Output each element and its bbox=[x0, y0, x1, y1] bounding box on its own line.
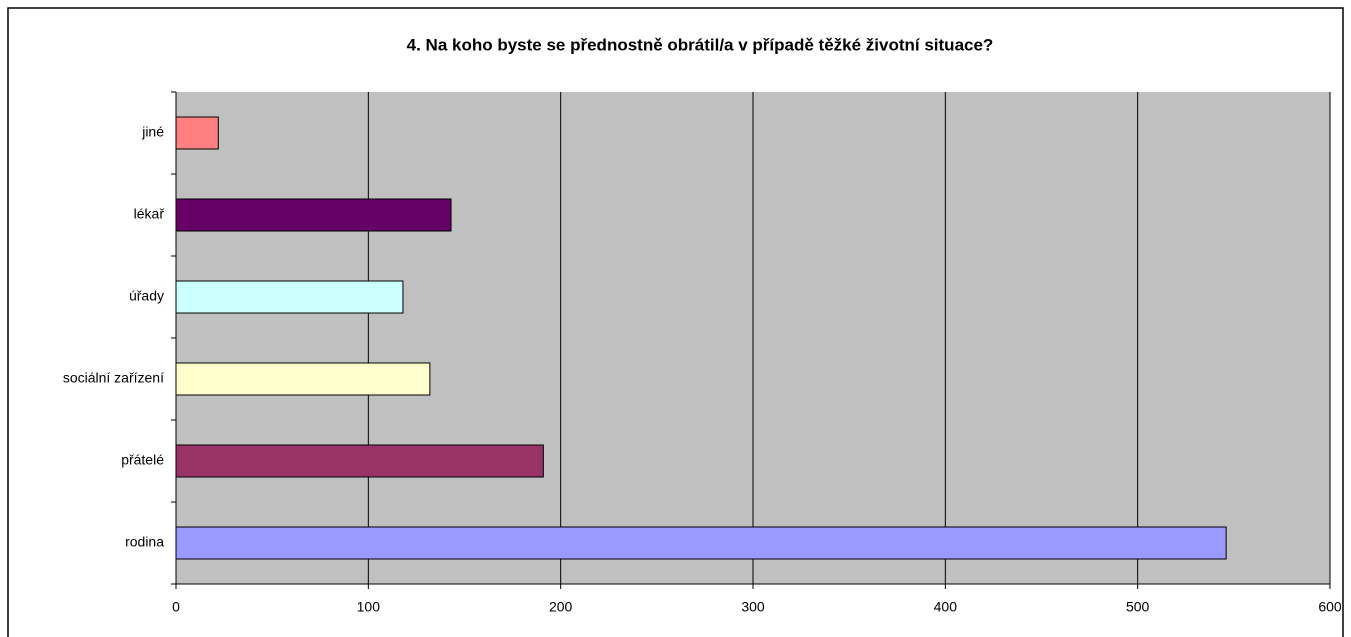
x-tick-label: 400 bbox=[934, 599, 958, 615]
y-tick-label: jiné bbox=[141, 124, 164, 140]
y-tick-label: lékař bbox=[134, 206, 165, 222]
x-tick-label: 100 bbox=[357, 599, 381, 615]
y-tick-label: sociální zařízení bbox=[63, 370, 164, 386]
x-tick-label: 600 bbox=[1318, 599, 1342, 615]
y-tick-label: úřady bbox=[129, 288, 164, 304]
x-tick-label: 500 bbox=[1126, 599, 1150, 615]
bar bbox=[175, 280, 404, 314]
y-tick-label: přátelé bbox=[121, 452, 164, 468]
y-tick-label: rodina bbox=[125, 534, 164, 550]
bar bbox=[175, 116, 219, 150]
bar bbox=[175, 198, 452, 232]
bar bbox=[175, 444, 544, 478]
bar bbox=[175, 362, 431, 396]
chart-title: 4. Na koho byste se přednostně obrátil/a… bbox=[407, 35, 994, 54]
bar bbox=[175, 526, 1227, 560]
x-tick-label: 200 bbox=[549, 599, 573, 615]
x-tick-label: 0 bbox=[172, 599, 180, 615]
x-tick-label: 300 bbox=[741, 599, 765, 615]
